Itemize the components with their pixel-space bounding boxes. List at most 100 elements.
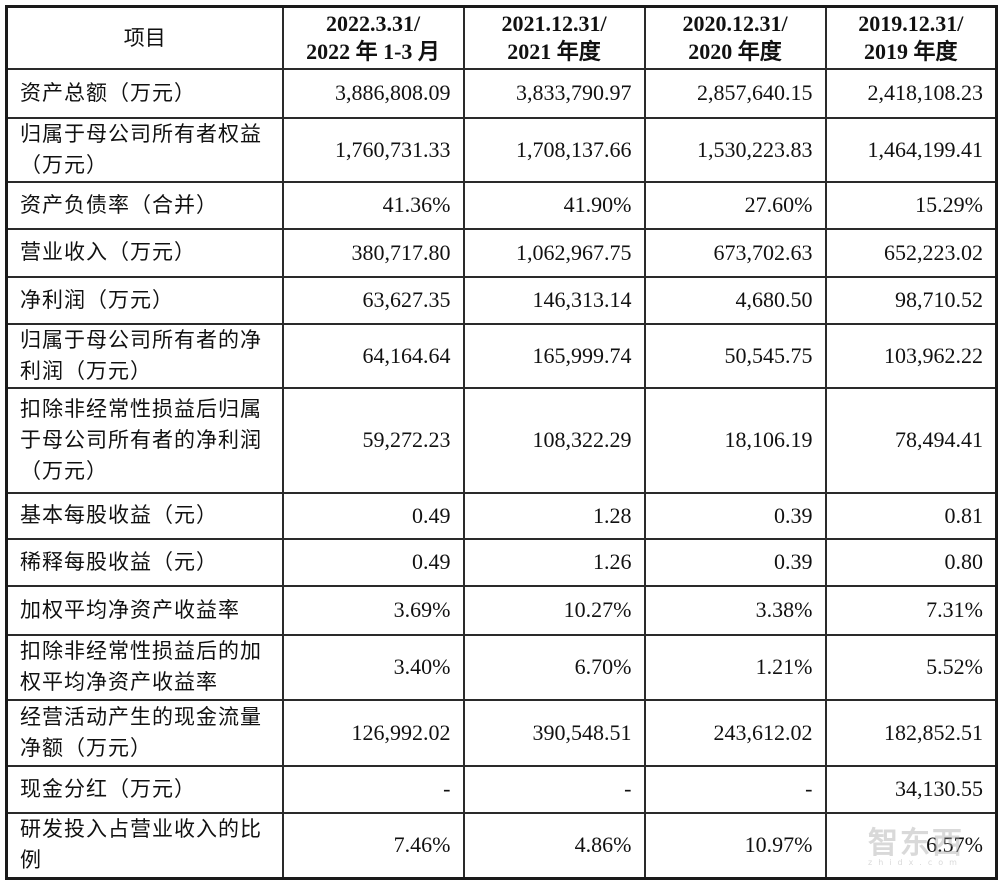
row-label: 研发投入占营业收入的比例 xyxy=(5,811,284,880)
cell-value: 1,062,967.75 xyxy=(462,227,646,278)
table-row: 研发投入占营业收入的比例 7.46% 4.86% 10.97% 6.57% xyxy=(5,811,998,880)
cell-value: 1.21% xyxy=(643,633,827,701)
cell-value: 182,852.51 xyxy=(824,698,998,767)
table-row: 加权平均净资产收益率 3.69% 10.27% 3.38% 7.31% xyxy=(5,584,998,636)
header-row: 项目 2022.3.31/2022 年 1-3 月 2021.12.31/202… xyxy=(5,5,998,70)
header-item-label: 项目 xyxy=(123,25,166,50)
cell-value: 652,223.02 xyxy=(824,227,998,278)
cell-value: 3,833,790.97 xyxy=(462,67,646,119)
table-row: 归属于母公司所有者权益（万元） 1,760,731.33 1,708,137.66 1… xyxy=(5,116,998,183)
header-line2: 2022 年 1-3 月 xyxy=(306,38,440,64)
cell-value: - xyxy=(462,764,646,814)
cell-value: 15.29% xyxy=(824,180,998,230)
cell-value: 0.39 xyxy=(643,491,827,540)
header-line2: 2020 年度 xyxy=(688,38,782,64)
header-2022q1: 2022.3.31/2022 年 1-3 月 xyxy=(281,5,465,70)
cell-value: 1.28 xyxy=(462,491,646,540)
cell-value: 10.27% xyxy=(462,584,646,636)
cell-value: - xyxy=(643,764,827,814)
cell-value: 78,494.41 xyxy=(824,386,998,494)
cell-value: 3.38% xyxy=(643,584,827,636)
cell-value: 1.26 xyxy=(462,537,646,587)
row-label: 稀释每股收益（元） xyxy=(5,537,284,587)
cell-value: 2,418,108.23 xyxy=(824,67,998,119)
row-label: 现金分红（万元） xyxy=(5,764,284,814)
table-row: 扣除非经常性损益后归属于母公司所有者的净利润（万元） 59,272.23 108,3… xyxy=(5,386,998,494)
cell-value: 41.36% xyxy=(281,180,465,230)
cell-value: 673,702.63 xyxy=(643,227,827,278)
cell-value: 2,857,640.15 xyxy=(643,67,827,119)
header-2020: 2020.12.31/2020 年度 xyxy=(643,5,827,70)
cell-value: 98,710.52 xyxy=(824,275,998,325)
cell-value: 3.69% xyxy=(281,584,465,636)
cell-value: 390,548.51 xyxy=(462,698,646,767)
cell-value: 64,164.64 xyxy=(281,322,465,389)
row-label: 归属于母公司所有者的净利润（万元） xyxy=(5,322,284,389)
header-2021: 2021.12.31/2021 年度 xyxy=(462,5,646,70)
row-label: 归属于母公司所有者权益（万元） xyxy=(5,116,284,183)
cell-value: 1,464,199.41 xyxy=(824,116,998,183)
cell-value: 10.97% xyxy=(643,811,827,880)
table-row: 基本每股收益（元） 0.49 1.28 0.39 0.81 xyxy=(5,491,998,540)
cell-value: 3,886,808.09 xyxy=(281,67,465,119)
header-line1: 2019.12.31/ xyxy=(858,10,964,36)
row-label: 加权平均净资产收益率 xyxy=(5,584,284,636)
cell-value: 380,717.80 xyxy=(281,227,465,278)
cell-value: 3.40% xyxy=(281,633,465,701)
row-label: 经营活动产生的现金流量净额（万元） xyxy=(5,698,284,767)
cell-value: 34,130.55 xyxy=(824,764,998,814)
cell-value: 1,530,223.83 xyxy=(643,116,827,183)
cell-value: 4,680.50 xyxy=(643,275,827,325)
cell-value: 6.57% xyxy=(824,811,998,880)
cell-value: 5.52% xyxy=(824,633,998,701)
cell-value: 63,627.35 xyxy=(281,275,465,325)
cell-value: 50,545.75 xyxy=(643,322,827,389)
row-label: 基本每股收益（元） xyxy=(5,491,284,540)
table-row: 归属于母公司所有者的净利润（万元） 64,164.64 165,999.74 50,5… xyxy=(5,322,998,389)
header-line2: 2021 年度 xyxy=(507,38,601,64)
table-row: 净利润（万元） 63,627.35 146,313.14 4,680.50 98,710… xyxy=(5,275,998,325)
cell-value: 27.60% xyxy=(643,180,827,230)
table-row: 经营活动产生的现金流量净额（万元） 126,992.02 390,548.51 243… xyxy=(5,698,998,767)
table-row: 现金分红（万元） - - -34,130.55 xyxy=(5,764,998,814)
table-row: 稀释每股收益（元） 0.49 1.26 0.39 0.80 xyxy=(5,537,998,587)
header-2019: 2019.12.31/2019 年度 xyxy=(824,5,998,70)
cell-value: 18,106.19 xyxy=(643,386,827,494)
cell-value: 0.81 xyxy=(824,491,998,540)
cell-value: 0.39 xyxy=(643,537,827,587)
cell-value: 59,272.23 xyxy=(281,386,465,494)
cell-value: 165,999.74 xyxy=(462,322,646,389)
table-row: 资产负债率（合并） 41.36% 41.90% 27.60% 15.29% xyxy=(5,180,998,230)
header-line2: 2019 年度 xyxy=(863,38,958,64)
cell-value: 1,708,137.66 xyxy=(462,116,646,183)
header-line1: 2021.12.31/ xyxy=(501,10,607,36)
cell-value: 6.70% xyxy=(462,633,646,701)
cell-value: 243,612.02 xyxy=(643,698,827,767)
header-line1: 2022.3.31/ xyxy=(325,10,421,36)
table-row: 资产总额（万元） 3,886,808.09 3,833,790.97 2,857,64… xyxy=(5,67,998,119)
cell-value: 0.80 xyxy=(824,537,998,587)
cell-value: 7.31% xyxy=(824,584,998,636)
header-item: 项目 xyxy=(5,5,284,70)
cell-value: - xyxy=(281,764,465,814)
header-line1: 2020.12.31/ xyxy=(682,10,788,36)
financial-summary-table: 项目 2022.3.31/2022 年 1-3 月 2021.12.31/202… xyxy=(5,5,998,880)
cell-value: 0.49 xyxy=(281,491,465,540)
row-label: 扣除非经常性损益后归属于母公司所有者的净利润（万元） xyxy=(5,386,284,494)
cell-value: 103,962.22 xyxy=(824,322,998,389)
cell-value: 7.46% xyxy=(281,811,465,880)
cell-value: 41.90% xyxy=(462,180,646,230)
row-label: 净利润（万元） xyxy=(5,275,284,325)
table-row: 营业收入（万元） 380,717.80 1,062,967.75 673,702.63… xyxy=(5,227,998,278)
cell-value: 126,992.02 xyxy=(281,698,465,767)
row-label: 营业收入（万元） xyxy=(5,227,284,278)
row-label: 扣除非经常性损益后的加权平均净资产收益率 xyxy=(5,633,284,701)
cell-value: 146,313.14 xyxy=(462,275,646,325)
table-row: 扣除非经常性损益后的加权平均净资产收益率 3.40% 6.70% 1.21% 5.52% xyxy=(5,633,998,701)
cell-value: 108,322.29 xyxy=(462,386,646,494)
row-label: 资产总额（万元） xyxy=(5,67,284,119)
row-label: 资产负债率（合并） xyxy=(5,180,284,230)
cell-value: 4.86% xyxy=(462,811,646,880)
cell-value: 1,760,731.33 xyxy=(281,116,465,183)
cell-value: 0.49 xyxy=(281,537,465,587)
